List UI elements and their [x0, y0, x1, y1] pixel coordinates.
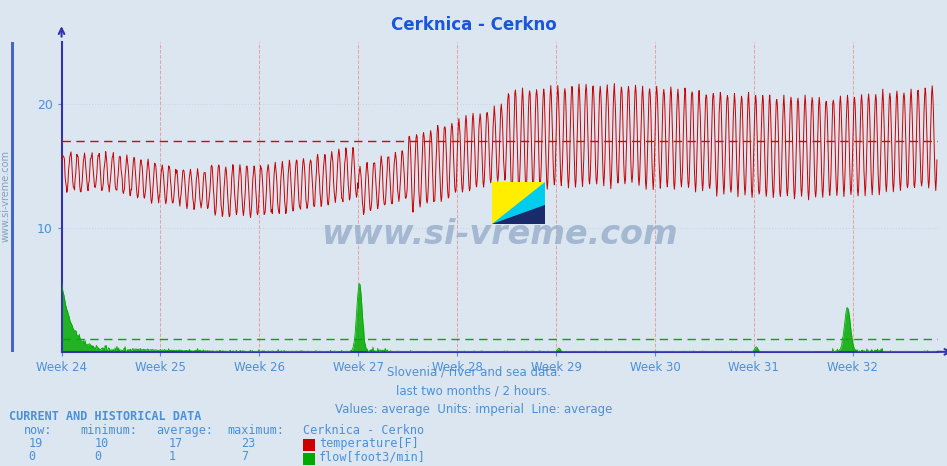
- Text: 0: 0: [28, 451, 36, 463]
- Text: 17: 17: [169, 438, 183, 450]
- Text: 0: 0: [95, 451, 102, 463]
- Text: 23: 23: [241, 438, 256, 450]
- Text: 10: 10: [95, 438, 109, 450]
- Text: 19: 19: [28, 438, 43, 450]
- Text: maximum:: maximum:: [227, 425, 284, 437]
- Text: Slovenia / river and sea data.: Slovenia / river and sea data.: [386, 366, 561, 379]
- Text: temperature[F]: temperature[F]: [319, 438, 419, 450]
- Polygon shape: [492, 182, 545, 224]
- Text: now:: now:: [24, 425, 52, 437]
- Text: last two months / 2 hours.: last two months / 2 hours.: [396, 384, 551, 397]
- Text: Cerknica - Cerkno: Cerknica - Cerkno: [303, 425, 424, 437]
- Text: Values: average  Units: imperial  Line: average: Values: average Units: imperial Line: av…: [335, 403, 612, 416]
- Text: flow[foot3/min]: flow[foot3/min]: [319, 451, 426, 463]
- Text: 1: 1: [169, 451, 176, 463]
- Text: www.si-vreme.com: www.si-vreme.com: [1, 150, 10, 242]
- Text: Cerknica - Cerkno: Cerknica - Cerkno: [390, 16, 557, 34]
- Polygon shape: [492, 182, 545, 224]
- Polygon shape: [492, 205, 545, 224]
- Text: average:: average:: [156, 425, 213, 437]
- Text: 7: 7: [241, 451, 249, 463]
- Text: CURRENT AND HISTORICAL DATA: CURRENT AND HISTORICAL DATA: [9, 411, 202, 423]
- Text: minimum:: minimum:: [80, 425, 137, 437]
- Text: www.si-vreme.com: www.si-vreme.com: [321, 218, 678, 251]
